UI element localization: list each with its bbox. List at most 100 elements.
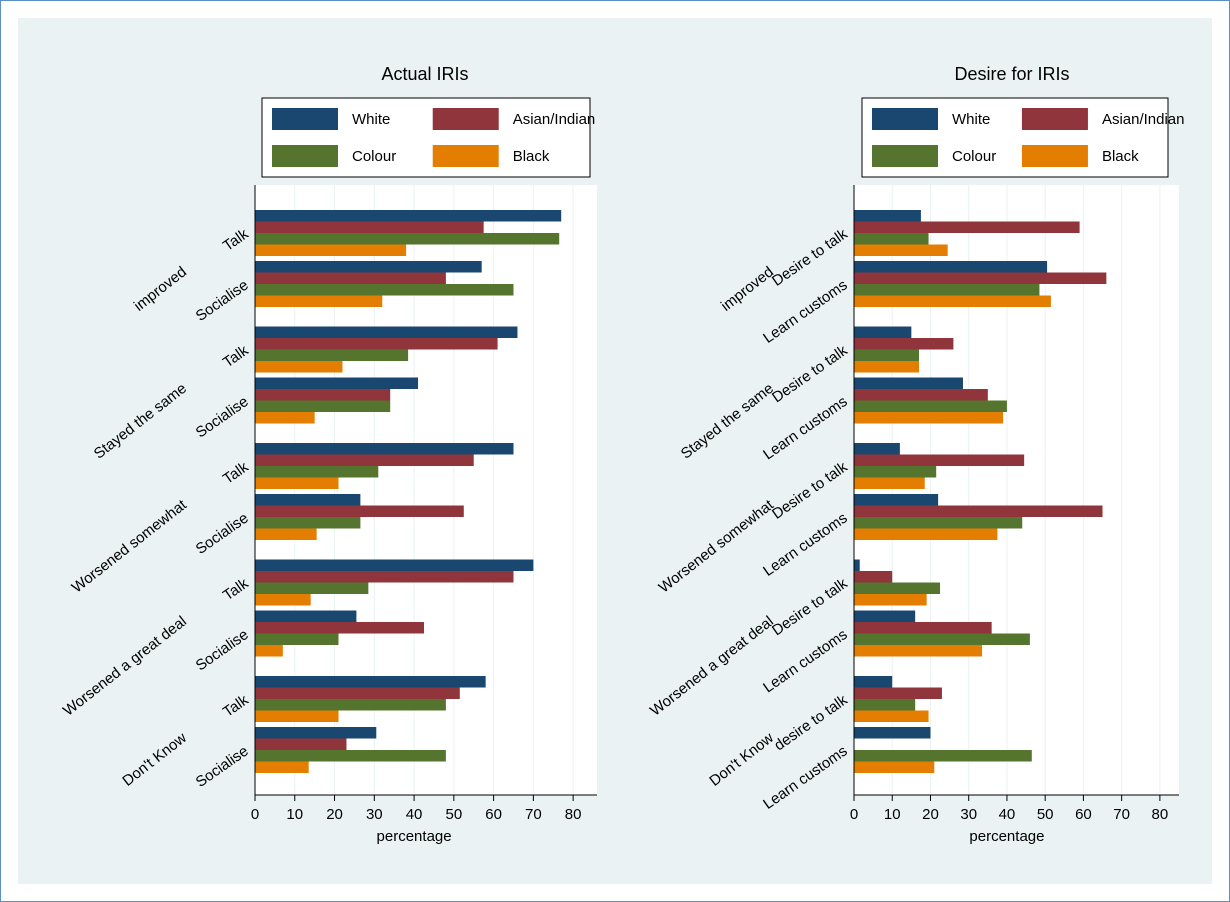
bar	[854, 443, 900, 455]
bar	[255, 710, 339, 722]
bar	[854, 699, 916, 711]
bar	[854, 338, 954, 350]
legend-label: White	[352, 111, 390, 128]
bar	[255, 517, 361, 529]
bar	[854, 477, 925, 489]
bar	[255, 622, 425, 634]
bar	[854, 645, 983, 657]
bar	[854, 571, 893, 583]
bar	[255, 571, 514, 583]
bar	[255, 528, 317, 540]
bar	[854, 622, 992, 634]
bar	[255, 400, 391, 412]
bar	[854, 272, 1107, 284]
bar	[255, 750, 446, 762]
bar	[854, 244, 948, 256]
bar	[255, 326, 518, 338]
bar	[854, 389, 988, 401]
bar	[854, 494, 939, 506]
x-tick-label: 40	[406, 806, 423, 823]
x-tick-label: 50	[445, 806, 462, 823]
bar	[255, 361, 343, 373]
x-tick-label: 70	[525, 806, 542, 823]
x-tick-label: 30	[366, 806, 383, 823]
bar	[255, 761, 309, 773]
x-tick-label: 80	[1152, 806, 1169, 823]
bar	[255, 349, 409, 361]
bar	[255, 505, 464, 517]
bar	[854, 676, 893, 688]
legend-swatch	[1021, 108, 1088, 130]
bar	[255, 466, 379, 478]
bar	[854, 284, 1040, 296]
bar	[255, 454, 474, 466]
bar	[854, 710, 929, 722]
bar	[854, 687, 942, 699]
legend-label: White	[952, 111, 990, 128]
x-tick-label: 0	[850, 806, 858, 823]
bar	[854, 594, 927, 606]
bar	[255, 443, 514, 455]
x-tick-label: 10	[286, 806, 303, 823]
legend-swatch	[272, 108, 338, 130]
bar	[255, 377, 419, 389]
bar	[854, 727, 931, 739]
bar	[854, 610, 916, 622]
bar	[854, 221, 1080, 233]
bar	[255, 633, 339, 645]
x-tick-label: 80	[565, 806, 582, 823]
bar	[854, 210, 921, 222]
legend-label: Asian/Indian	[1102, 111, 1185, 128]
bar	[255, 338, 498, 350]
bar	[255, 210, 562, 222]
bar	[255, 582, 369, 594]
legend-swatch	[432, 145, 499, 167]
bar	[255, 295, 383, 307]
legend-label: Black	[1102, 148, 1139, 165]
bar	[854, 295, 1051, 307]
x-tick-label: 0	[251, 806, 259, 823]
bar	[255, 244, 407, 256]
bar	[854, 750, 1032, 762]
chart-title: Actual IRIs	[381, 64, 468, 84]
bar	[255, 738, 347, 750]
bar	[255, 412, 315, 424]
bar	[255, 699, 446, 711]
legend-swatch	[1021, 145, 1088, 167]
bar	[854, 633, 1030, 645]
bar	[854, 261, 1048, 273]
bar	[255, 389, 391, 401]
bar	[255, 272, 446, 284]
x-tick-label: 40	[999, 806, 1016, 823]
bar	[255, 687, 460, 699]
chart-title: Desire for IRIs	[954, 64, 1069, 84]
bar	[255, 221, 484, 233]
bar	[854, 349, 919, 361]
x-tick-label: 10	[884, 806, 901, 823]
x-tick-label: 60	[485, 806, 502, 823]
bar	[854, 466, 937, 478]
x-tick-label: 20	[326, 806, 343, 823]
bar	[854, 400, 1007, 412]
x-tick-label: 30	[960, 806, 977, 823]
bar	[255, 610, 357, 622]
bar	[255, 727, 377, 739]
bar	[854, 528, 998, 540]
legend-swatch	[432, 108, 499, 130]
legend-label: Colour	[352, 148, 396, 165]
bar	[854, 233, 929, 245]
bar	[255, 261, 482, 273]
bar	[854, 559, 860, 571]
x-tick-label: 70	[1113, 806, 1130, 823]
bar	[854, 454, 1025, 466]
bar	[854, 326, 912, 338]
x-tick-label: 60	[1075, 806, 1092, 823]
legend-label: Black	[513, 148, 550, 165]
bar	[854, 412, 1004, 424]
legend-label: Asian/Indian	[513, 111, 596, 128]
bar	[854, 517, 1023, 529]
x-tick-label: 20	[922, 806, 939, 823]
x-axis-title: percentage	[377, 828, 452, 845]
